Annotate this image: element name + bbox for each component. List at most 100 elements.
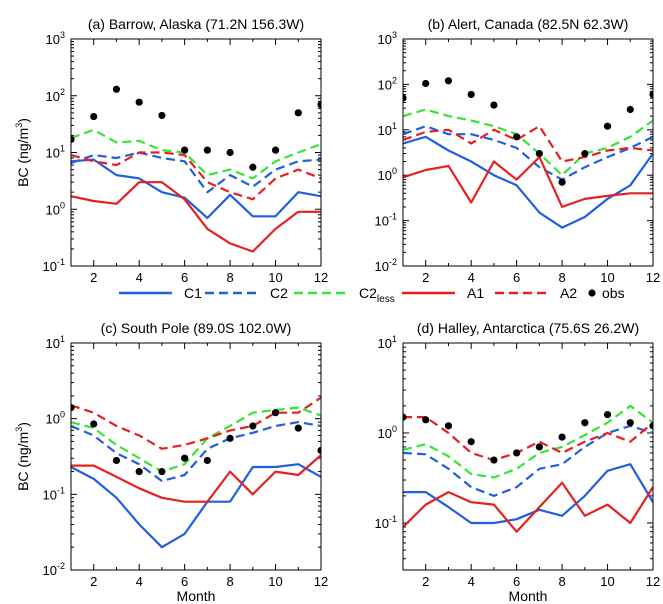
legend-label: A1 bbox=[467, 285, 484, 301]
obs-point bbox=[558, 433, 566, 441]
x-tick-label: 10 bbox=[600, 574, 614, 589]
series-c2less-line bbox=[403, 108, 653, 177]
obs-point bbox=[603, 411, 612, 419]
obs-point bbox=[249, 422, 257, 430]
x-tick-label: 4 bbox=[136, 270, 143, 285]
plot-area bbox=[71, 396, 321, 549]
obs-point bbox=[317, 100, 321, 109]
obs-point bbox=[71, 135, 75, 144]
legend-label: C2less bbox=[359, 285, 395, 305]
plot-frame bbox=[402, 38, 654, 267]
x-tick-label: 2 bbox=[90, 270, 97, 285]
legend-label: C1 bbox=[184, 285, 202, 301]
plot-frame bbox=[70, 38, 322, 267]
series-c1-line bbox=[71, 158, 321, 220]
y-tick-label: 10-2 bbox=[43, 561, 65, 578]
y-tick-label: 100 bbox=[46, 200, 65, 217]
obs-point bbox=[90, 112, 98, 121]
y-tick-label: 102 bbox=[378, 75, 397, 92]
obs-point bbox=[294, 424, 302, 432]
obs-point bbox=[467, 438, 475, 446]
plot-area bbox=[71, 85, 321, 253]
obs-point bbox=[226, 148, 234, 157]
legend: C1 C2 C2less A1 A2 obs bbox=[119, 285, 625, 305]
obs-point bbox=[203, 456, 211, 465]
x-tick-label: 2 bbox=[422, 270, 429, 285]
obs-point bbox=[181, 454, 189, 462]
x-tick-label: 12 bbox=[646, 574, 660, 589]
obs-point bbox=[403, 413, 407, 421]
obs-point bbox=[203, 146, 211, 154]
series-a1-line bbox=[403, 481, 653, 533]
y-tick-label: 100 bbox=[46, 410, 65, 427]
panel-title: (c) South Pole (89.0S 102.0W) bbox=[101, 320, 292, 336]
series-a1-line bbox=[71, 454, 321, 503]
plot-area bbox=[403, 404, 653, 533]
obs-point bbox=[158, 467, 166, 476]
series-a2-line bbox=[71, 396, 321, 450]
x-tick-label: 10 bbox=[268, 270, 282, 285]
obs-point bbox=[422, 79, 430, 88]
legend-item-c2less: C2less bbox=[294, 285, 395, 305]
obs-point bbox=[626, 105, 634, 114]
y-tick-label: 100 bbox=[378, 424, 397, 441]
legend-label: A2 bbox=[560, 285, 577, 301]
x-tick-label: 8 bbox=[558, 270, 565, 285]
obs-point bbox=[535, 149, 543, 158]
x-tick-label: 8 bbox=[226, 270, 233, 285]
series-a2-line bbox=[403, 416, 653, 462]
obs-point bbox=[558, 178, 566, 186]
series-c2less-line bbox=[403, 404, 653, 479]
obs-point bbox=[444, 422, 453, 430]
obs-point bbox=[317, 446, 321, 455]
series-c1-line bbox=[403, 463, 653, 525]
x-axis-label: Month bbox=[177, 588, 216, 604]
series-a2-line bbox=[403, 125, 653, 163]
obs-point bbox=[603, 122, 612, 130]
x-tick-label: 4 bbox=[468, 574, 475, 589]
y-axis-label: BC (ng/m3) bbox=[14, 118, 31, 187]
y-tick-label: 101 bbox=[378, 121, 397, 138]
obs-point bbox=[158, 111, 166, 120]
x-tick-label: 4 bbox=[468, 270, 475, 285]
plot-frame bbox=[70, 342, 322, 571]
x-tick-label: 10 bbox=[600, 270, 614, 285]
obs-point bbox=[581, 149, 589, 158]
obs-point bbox=[649, 422, 653, 430]
obs-point bbox=[422, 416, 430, 424]
y-tick-label: 10-1 bbox=[43, 485, 65, 502]
x-tick-label: 8 bbox=[226, 574, 233, 589]
obs-point bbox=[649, 90, 653, 99]
x-tick-label: 8 bbox=[558, 574, 565, 589]
legend-item-obs: obs bbox=[588, 285, 625, 301]
x-tick-label: 12 bbox=[314, 574, 328, 589]
obs-point bbox=[181, 146, 189, 154]
series-a1-line bbox=[71, 181, 321, 253]
plot-frame bbox=[402, 342, 654, 571]
obs-point bbox=[112, 456, 121, 465]
y-tick-label: 103 bbox=[46, 30, 65, 47]
x-tick-label: 6 bbox=[513, 574, 520, 589]
series-c1-line bbox=[71, 463, 321, 549]
y-tick-label: 101 bbox=[378, 334, 397, 351]
obs-point bbox=[581, 419, 589, 427]
obs-point bbox=[490, 101, 498, 109]
y-tick-label: 10-2 bbox=[375, 257, 397, 274]
obs-point bbox=[226, 434, 234, 442]
obs-point bbox=[490, 456, 498, 464]
obs-point bbox=[71, 404, 75, 412]
series-c2-line bbox=[403, 125, 653, 181]
series-a1-line bbox=[403, 156, 653, 208]
series-c2-line bbox=[403, 424, 653, 497]
obs-point bbox=[294, 109, 302, 117]
obs-point bbox=[271, 146, 280, 154]
x-tick-label: 6 bbox=[181, 270, 188, 285]
x-tick-label: 6 bbox=[513, 270, 520, 285]
x-tick-label: 12 bbox=[646, 270, 660, 285]
y-tick-label: 10-1 bbox=[375, 212, 397, 229]
y-tick-label: 10-1 bbox=[43, 257, 65, 274]
series-c2less-line bbox=[71, 128, 321, 180]
obs-point bbox=[444, 77, 453, 85]
x-tick-label: 2 bbox=[90, 574, 97, 589]
legend-label: C2 bbox=[270, 285, 288, 301]
